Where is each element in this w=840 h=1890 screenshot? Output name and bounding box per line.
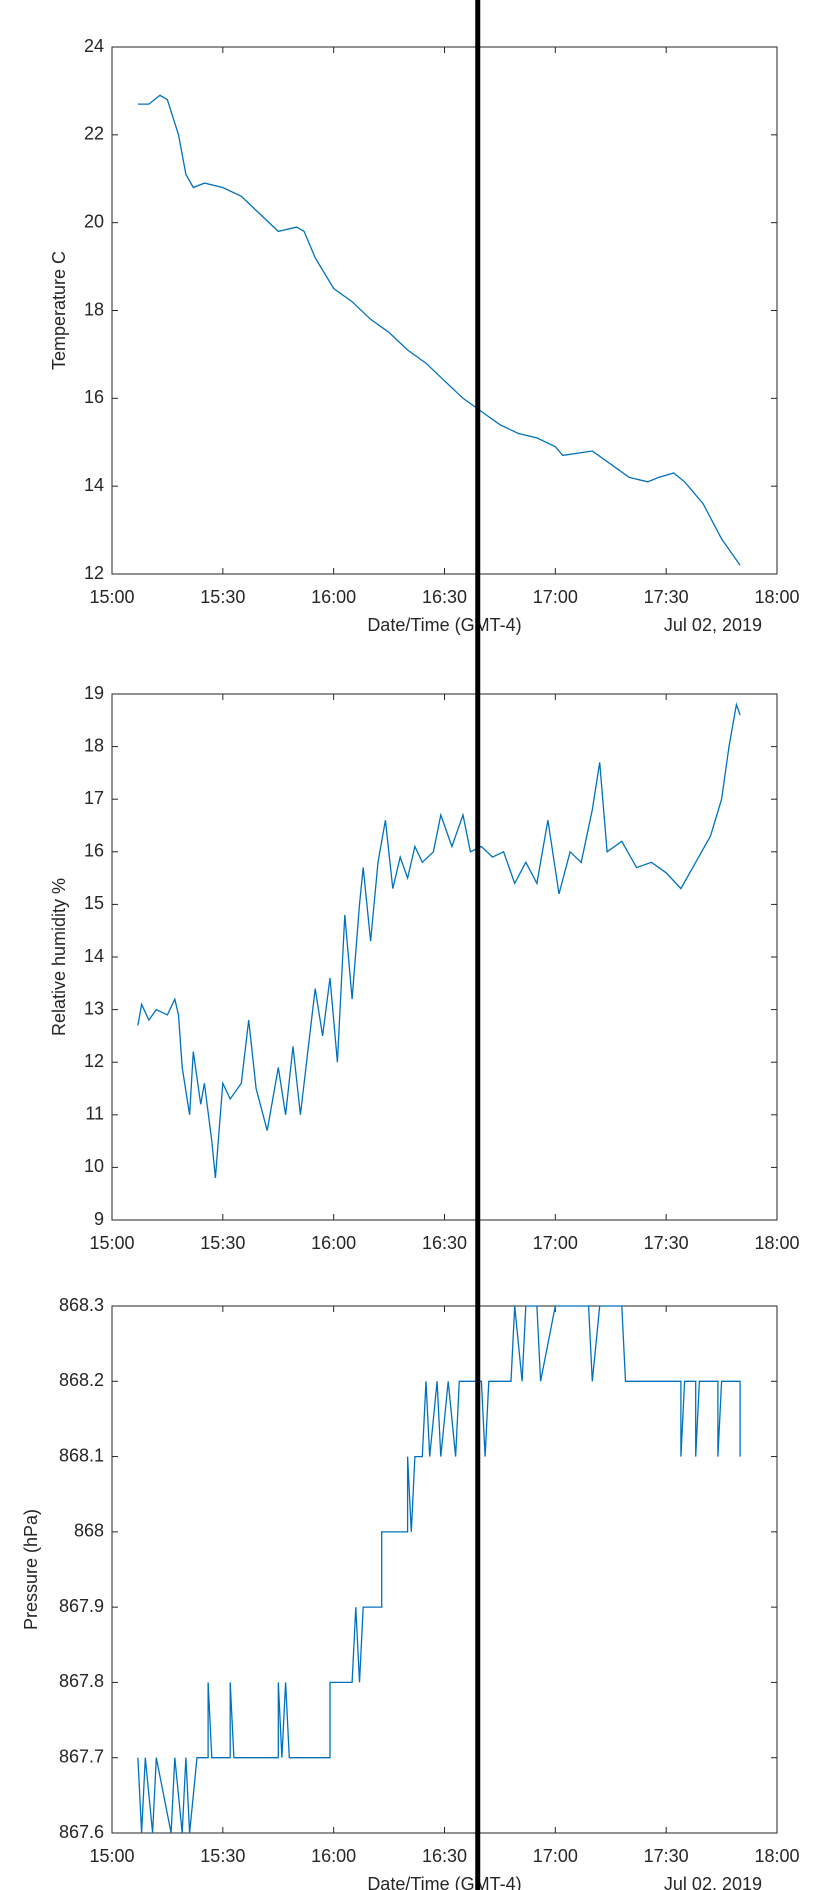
x-tick-label: 16:00 [311,1846,356,1866]
x-tick-label: 15:00 [89,587,134,607]
data-line [137,701,741,1178]
x-tick-label: 18:00 [754,1846,799,1866]
y-tick-label: 9 [94,1209,104,1229]
date-label: Jul 02, 2019 [664,615,762,635]
y-tick-label: 22 [84,124,104,144]
y-tick-label: 867.6 [59,1822,104,1842]
x-tick-label: 15:30 [200,587,245,607]
x-tick-label: 17:30 [644,1233,689,1253]
y-tick-label: 867.7 [59,1746,104,1766]
x-axis-label: Date/Time (GMT-4) [367,1874,521,1890]
y-tick-label: 20 [84,211,104,231]
x-tick-label: 17:00 [533,1846,578,1866]
data-line [137,1305,741,1834]
data-line [137,94,741,566]
x-tick-label: 16:00 [311,1233,356,1253]
date-label: Jul 02, 2019 [664,1874,762,1890]
y-tick-label: 13 [84,998,104,1018]
x-tick-label: 16:30 [422,1233,467,1253]
y-tick-label: 24 [84,36,104,56]
y-axis-label: Pressure (hPa) [21,1509,41,1630]
x-tick-label: 16:30 [422,1846,467,1866]
y-tick-label: 16 [84,387,104,407]
x-tick-label: 15:30 [200,1846,245,1866]
y-tick-label: 18 [84,299,104,319]
y-tick-label: 14 [84,946,104,966]
x-tick-label: 18:00 [754,1233,799,1253]
y-tick-label: 19 [84,683,104,703]
x-tick-label: 15:30 [200,1233,245,1253]
x-tick-label: 16:00 [311,587,356,607]
y-tick-label: 12 [84,1051,104,1071]
y-tick-label: 17 [84,788,104,808]
x-tick-label: 17:30 [644,587,689,607]
y-tick-label: 867.8 [59,1671,104,1691]
y-tick-label: 16 [84,841,104,861]
x-tick-label: 15:00 [89,1233,134,1253]
y-axis-label: Temperature C [49,251,69,370]
y-axis-label: Relative humidity % [49,878,69,1036]
x-tick-label: 15:00 [89,1846,134,1866]
y-tick-label: 867.9 [59,1596,104,1616]
y-tick-label: 868.2 [59,1370,104,1390]
x-tick-label: 17:30 [644,1846,689,1866]
x-tick-label: 17:00 [533,587,578,607]
axes-frame [111,46,778,575]
x-tick-label: 17:00 [533,1233,578,1253]
y-tick-label: 868.3 [59,1295,104,1315]
x-tick-label: 16:30 [422,587,467,607]
y-tick-label: 14 [84,475,104,495]
y-tick-label: 10 [84,1156,104,1176]
x-axis-label: Date/Time (GMT-4) [367,615,521,635]
y-tick-label: 868.1 [59,1445,104,1465]
y-tick-label: 15 [84,893,104,913]
y-tick-label: 12 [84,563,104,583]
x-tick-label: 18:00 [754,587,799,607]
y-tick-label: 868 [74,1521,104,1541]
y-tick-label: 11 [85,1104,104,1124]
y-tick-label: 18 [84,735,104,755]
